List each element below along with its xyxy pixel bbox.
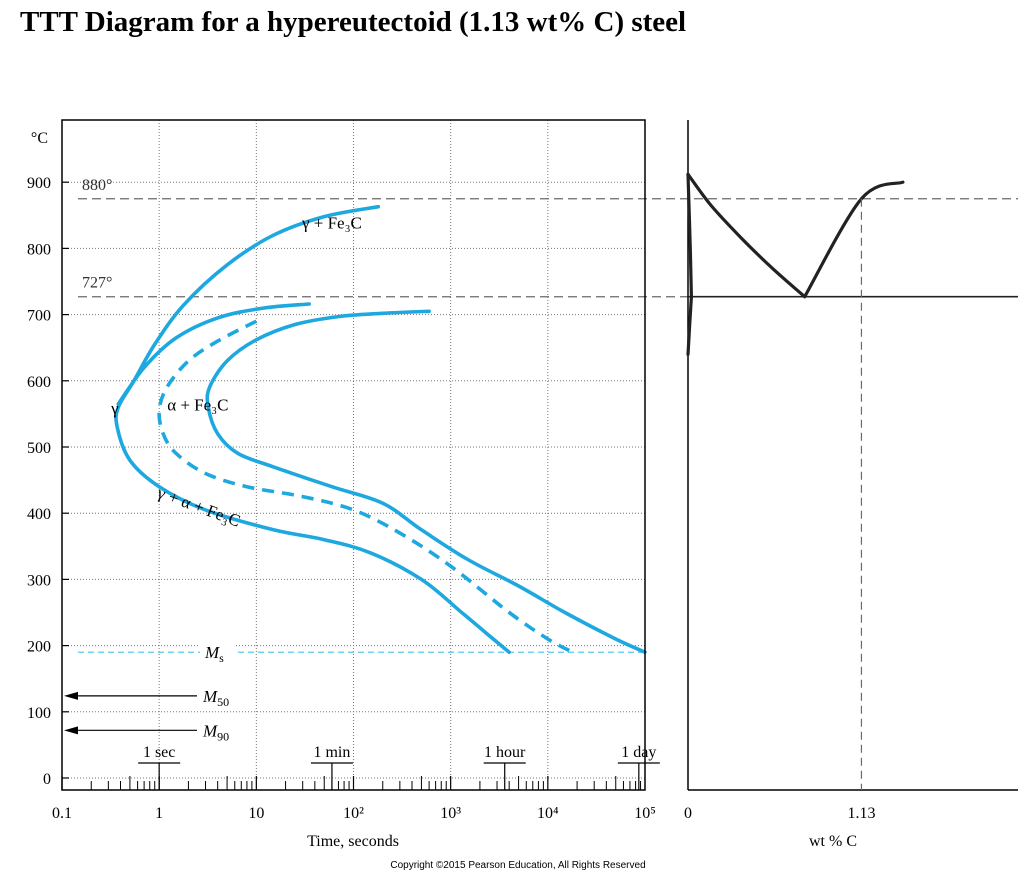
transformation-curves bbox=[114, 204, 647, 654]
phase-diagram: 0 1.13 wt % C bbox=[684, 120, 1018, 850]
time-marker-label: 1 hour bbox=[484, 744, 526, 761]
x-tick-label: 0.1 bbox=[52, 805, 72, 822]
arrow-label: M50 bbox=[202, 687, 229, 709]
ttt-plot-frame bbox=[61, 119, 646, 791]
ms-label: Ms bbox=[204, 643, 224, 665]
x-tick-label: 10 bbox=[248, 805, 264, 822]
phase-boundary-alpha-upper bbox=[686, 172, 693, 299]
arrow-label: M90 bbox=[202, 721, 229, 743]
transformation-curve bbox=[116, 302, 311, 406]
transformation-curve bbox=[205, 309, 647, 654]
time-marker-label: 1 sec bbox=[143, 744, 175, 761]
ms-label-bg bbox=[200, 641, 234, 664]
y-tick-label: 500 bbox=[27, 440, 51, 457]
y-tick-label: 800 bbox=[27, 241, 51, 258]
region-label-gamma-fe3c: γ + Fe₃C bbox=[301, 214, 362, 233]
y-tick-label: 700 bbox=[27, 308, 51, 325]
arrow-head bbox=[64, 691, 78, 700]
transformation-curve bbox=[114, 204, 511, 654]
y-tick-label: 100 bbox=[27, 705, 51, 722]
page-title: TTT Diagram for a hypereutectoid (1.13 w… bbox=[20, 6, 687, 38]
time-marker-label: 1 day bbox=[621, 744, 656, 761]
phase-boundary-a3 bbox=[686, 172, 807, 299]
x-tick-label: 10⁴ bbox=[537, 805, 559, 822]
arrow-head bbox=[64, 726, 78, 735]
y-tick-label: 0 bbox=[43, 771, 51, 788]
y-tick-label: 900 bbox=[27, 175, 51, 192]
region-label-alpha-fe3c: α + Fe₃C bbox=[167, 396, 228, 415]
x-tick-label: 10³ bbox=[440, 805, 461, 822]
phase-x-axis-label: wt % C bbox=[809, 833, 857, 850]
copyright: Copyright ©2015 Pearson Education, All R… bbox=[390, 860, 645, 871]
phase-x-tick-label: 0 bbox=[684, 805, 692, 822]
y-axis-label: °C bbox=[31, 130, 48, 147]
reference-line-label: 727° bbox=[82, 275, 112, 292]
y-tick-label: 400 bbox=[27, 506, 51, 523]
time-marker-label: 1 min bbox=[313, 744, 350, 761]
x-axis-label: Time, seconds bbox=[307, 833, 399, 850]
y-tick-label: 300 bbox=[27, 572, 51, 589]
phase-boundary-acm bbox=[803, 180, 905, 299]
y-tick-label: 200 bbox=[27, 639, 51, 656]
reference-line-label: 880° bbox=[82, 177, 112, 194]
x-tick-label: 1 bbox=[155, 805, 163, 822]
y-tick-label: 600 bbox=[27, 374, 51, 391]
x-tick-label: 10² bbox=[343, 805, 364, 822]
reference-lines: 880° 727° Ms M50 M90 1 sec 1 min 1 hour 1 day bbox=[64, 177, 1018, 790]
region-label-gamma: γ bbox=[110, 399, 119, 418]
x-tick-label: 10⁵ bbox=[634, 805, 656, 822]
region-label-gamma-alpha-fe3c: γ + α + Fe₃C bbox=[154, 483, 243, 531]
phase-x-tick-label: 1.13 bbox=[847, 805, 875, 822]
phase-boundary-alpha-lower bbox=[686, 295, 693, 356]
transformation-curve-dashed bbox=[157, 319, 574, 654]
